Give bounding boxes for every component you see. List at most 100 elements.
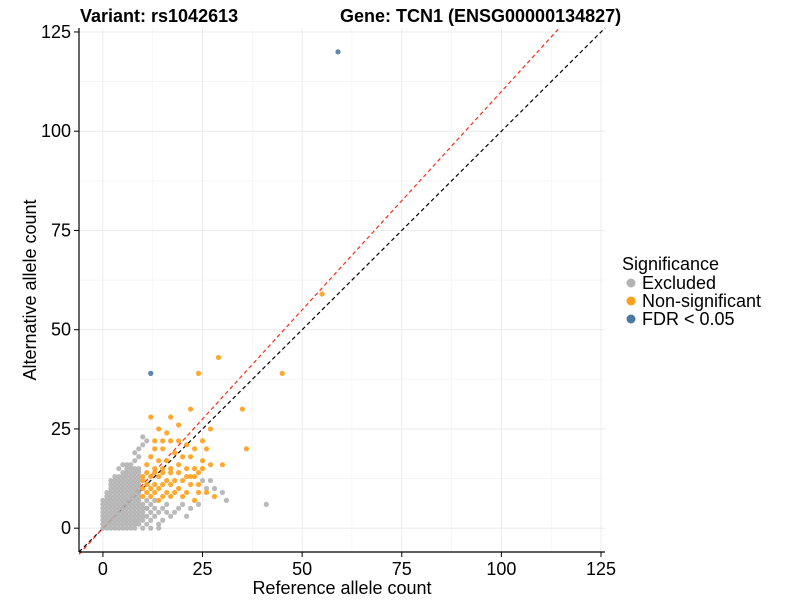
data-point [104, 525, 110, 531]
data-point [187, 505, 194, 511]
data-point [144, 481, 150, 488]
x-tick-label: 50 [292, 559, 312, 579]
data-point [108, 505, 114, 511]
data-point [108, 493, 114, 500]
data-point [128, 525, 134, 531]
x-tick-label: 125 [586, 559, 616, 579]
data-point [144, 438, 150, 444]
data-point [116, 477, 122, 484]
data-point [140, 517, 146, 523]
data-point [172, 489, 178, 496]
data-point [112, 485, 118, 492]
data-point [124, 466, 130, 472]
data-point [191, 497, 198, 503]
data-point [124, 477, 130, 484]
data-point [120, 470, 126, 476]
data-point [195, 370, 202, 376]
data-point [120, 473, 126, 480]
y-tick-label: 125 [41, 22, 71, 42]
chart-title-variant: Variant: rs1042613 [80, 6, 238, 26]
data-point [176, 422, 182, 428]
data-point [120, 477, 126, 484]
data-point [164, 477, 170, 484]
data-point [152, 466, 158, 472]
data-point [207, 426, 214, 432]
data-point [160, 517, 166, 523]
data-point [124, 493, 130, 500]
data-point [128, 509, 134, 515]
data-point [112, 497, 118, 503]
data-point [152, 505, 158, 511]
data-point [148, 493, 154, 500]
data-point [116, 493, 122, 500]
data-point [128, 517, 134, 523]
data-point [120, 525, 126, 531]
series-fdr-0-05 [148, 49, 341, 376]
data-point [124, 462, 130, 468]
data-point [124, 505, 130, 511]
data-point [180, 454, 186, 460]
data-point [219, 462, 226, 468]
data-point [335, 49, 341, 55]
data-point [132, 485, 138, 492]
data-point [104, 513, 110, 519]
data-point [136, 489, 142, 496]
data-point [132, 473, 138, 480]
data-point [156, 426, 162, 432]
data-point [195, 501, 202, 507]
data-point [100, 509, 106, 515]
data-point [132, 497, 138, 503]
data-point [108, 501, 114, 507]
data-point [116, 473, 122, 480]
data-point [120, 485, 126, 492]
data-point [144, 513, 150, 519]
y-tick-label: 25 [51, 419, 71, 439]
data-point [128, 485, 134, 492]
legend-swatch [626, 278, 636, 288]
data-point [108, 477, 114, 484]
y-tick-label: 50 [51, 320, 71, 340]
data-point [112, 489, 118, 496]
data-point [203, 485, 210, 492]
y-tick-label: 100 [41, 121, 71, 141]
x-tick-label: 25 [193, 559, 213, 579]
data-point [148, 370, 154, 376]
data-point [108, 489, 114, 496]
data-point [152, 513, 158, 519]
data-point [156, 509, 162, 515]
x-axis-title: Reference allele count [252, 578, 431, 598]
data-point [156, 485, 162, 492]
data-point [187, 481, 194, 488]
data-point [132, 501, 138, 507]
data-point [128, 477, 134, 484]
data-point [140, 493, 146, 500]
data-point [132, 509, 138, 515]
data-point [124, 513, 130, 519]
data-point [148, 473, 154, 480]
data-point [132, 458, 138, 464]
data-point [124, 470, 130, 476]
data-point [160, 470, 166, 476]
data-point [140, 477, 146, 484]
data-point [100, 521, 106, 527]
data-point [112, 501, 118, 507]
data-point [136, 493, 142, 500]
data-point [120, 509, 126, 515]
data-point [148, 517, 154, 523]
legend-title: Significance [622, 254, 719, 274]
data-point [152, 497, 158, 503]
data-point [160, 466, 166, 472]
data-point [203, 446, 210, 452]
axis-ticks: 0 25 50 75 100 125 0 25 50 75 100 125 [41, 22, 616, 579]
data-point [132, 477, 138, 484]
data-point [140, 501, 146, 507]
data-point [191, 473, 198, 480]
data-point [148, 414, 154, 420]
series-excluded [100, 434, 269, 531]
data-point [152, 470, 158, 476]
data-point [207, 462, 214, 468]
data-point [160, 505, 166, 511]
data-point [195, 489, 202, 496]
data-point [136, 466, 142, 472]
data-point [172, 450, 178, 456]
